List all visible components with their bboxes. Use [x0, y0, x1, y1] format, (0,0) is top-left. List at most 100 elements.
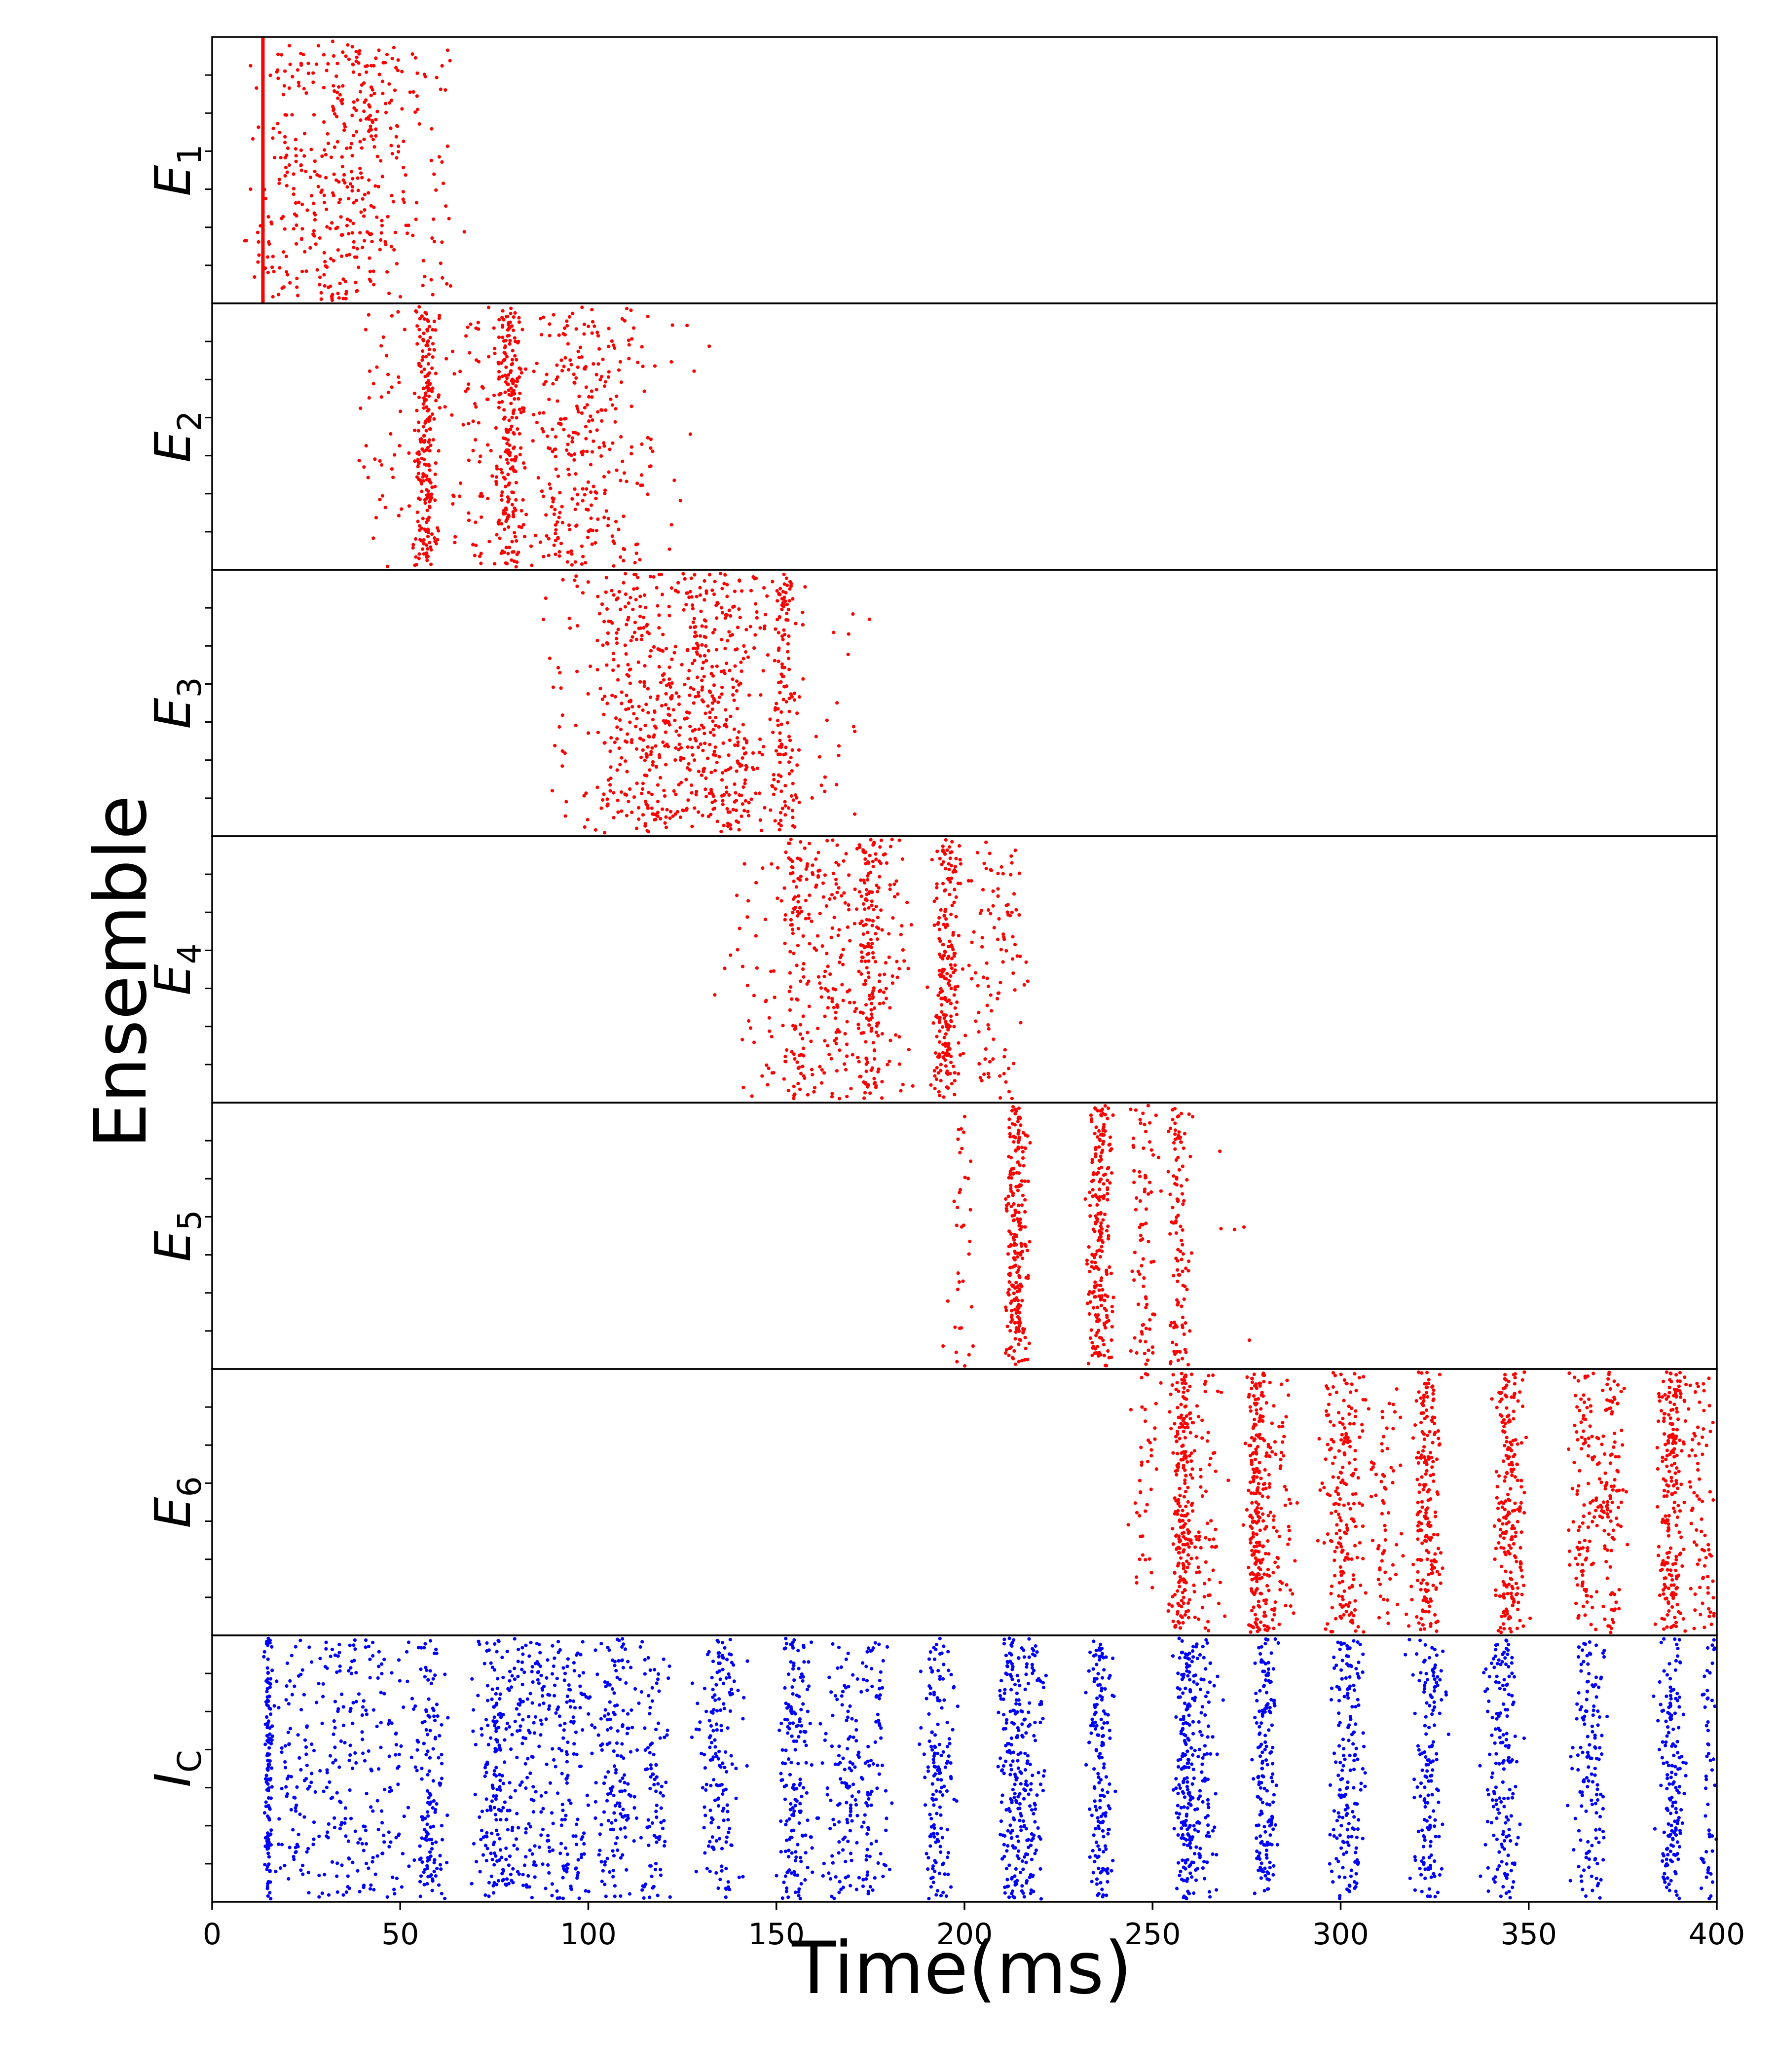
spike-dot	[374, 134, 378, 138]
spike-dot	[1262, 1624, 1266, 1628]
spike-dot	[619, 607, 623, 611]
spike-dot	[1254, 1508, 1258, 1512]
spike-dot	[856, 1023, 860, 1027]
spike-dot	[1250, 1578, 1254, 1582]
spike-dot	[624, 707, 628, 711]
spike-dot	[688, 693, 692, 697]
spike-dot	[629, 740, 633, 744]
spike-dot	[601, 798, 605, 802]
spike-dot	[1424, 1408, 1429, 1412]
spike-dot	[1186, 1616, 1191, 1620]
spike-dot	[332, 54, 336, 58]
spike-dot	[1152, 1313, 1157, 1317]
spike-dot	[688, 768, 692, 772]
spike-dot	[845, 1042, 849, 1046]
spike-dot	[1214, 1527, 1218, 1531]
spike-dot	[512, 431, 516, 435]
spike-dot	[271, 126, 275, 130]
spike-dot	[1099, 1221, 1103, 1225]
spike-dot	[1255, 1587, 1259, 1591]
spike-dot	[826, 989, 830, 993]
spike-dot	[882, 853, 886, 857]
spike-dot	[601, 643, 605, 647]
spike-dot	[390, 193, 394, 197]
spike-dot	[962, 1130, 965, 1134]
spike-dot	[1509, 1487, 1513, 1491]
spike-dot	[1415, 1478, 1419, 1481]
spike-dot	[823, 873, 827, 877]
spike-dot	[1380, 1449, 1384, 1453]
spike-dot	[589, 414, 592, 418]
spike-dot	[1189, 1538, 1193, 1542]
spike-dot	[429, 278, 433, 282]
spike-dot	[1288, 1537, 1292, 1541]
spike-dot	[1017, 1224, 1021, 1228]
spike-dot	[629, 405, 633, 408]
spike-dot	[1250, 1553, 1254, 1557]
spike-dot	[657, 573, 661, 577]
spike-dot	[551, 685, 555, 689]
spike-dot	[1168, 1324, 1173, 1328]
spike-dot	[649, 464, 653, 468]
spike-dot	[583, 493, 587, 497]
spike-dot	[1200, 1418, 1204, 1422]
spike-dot	[415, 71, 419, 75]
spike-dot	[407, 504, 411, 508]
spike-dot	[861, 932, 865, 936]
spike-dot	[829, 1057, 833, 1061]
spike-dot	[738, 762, 741, 766]
spike-dot	[1332, 1423, 1336, 1427]
spike-dot	[504, 365, 508, 369]
spike-dot	[1182, 1455, 1186, 1459]
spike-dot	[872, 1057, 877, 1061]
spike-dot	[1343, 1558, 1347, 1562]
spike-dot	[801, 934, 805, 938]
spike-dot	[1195, 1556, 1199, 1560]
spike-dot	[1021, 1331, 1025, 1335]
spike-dot	[804, 898, 808, 902]
spike-dot	[703, 711, 707, 715]
spike-dot	[1179, 1140, 1183, 1144]
spike-dot	[638, 614, 642, 618]
spike-dot	[1024, 960, 1028, 964]
spike-dot	[625, 694, 629, 698]
spike-dot	[575, 584, 579, 588]
spike-dot	[1133, 1336, 1137, 1340]
spike-dot	[554, 528, 558, 532]
spike-dot	[466, 325, 470, 329]
spike-dot	[1434, 1586, 1438, 1590]
spike-dot	[270, 265, 274, 269]
spike-dot	[943, 1058, 947, 1062]
spike-dot	[1437, 1443, 1441, 1447]
spike-dot	[1173, 1422, 1177, 1426]
spike-dot	[1177, 1537, 1181, 1541]
spike-dot	[1017, 1210, 1021, 1214]
spike-dot	[1110, 1304, 1114, 1309]
spike-dot	[940, 1010, 944, 1014]
spike-dot	[955, 1360, 959, 1364]
spike-dot	[951, 870, 955, 874]
spike-dot	[856, 1026, 860, 1031]
spike-dot	[329, 155, 333, 159]
spike-dot	[505, 458, 509, 462]
spike-dot	[863, 898, 867, 902]
spike-dot	[1425, 1391, 1429, 1395]
spike-dot	[733, 590, 737, 593]
spike-dot	[432, 172, 436, 176]
spike-dot	[731, 677, 735, 681]
spike-dot	[1173, 1107, 1177, 1110]
spike-dot	[822, 1071, 826, 1075]
spike-dot	[989, 912, 993, 916]
spike-dot	[902, 959, 906, 963]
spike-dot	[864, 1070, 868, 1073]
spike-dot	[423, 439, 427, 443]
spike-dot	[1433, 1552, 1437, 1556]
spike-dot	[1174, 1435, 1178, 1439]
spike-dot	[392, 248, 396, 252]
spike-dot	[935, 886, 939, 889]
spike-dot	[1422, 1399, 1426, 1403]
spike-dot	[1420, 1505, 1424, 1509]
spike-dot	[1010, 1097, 1014, 1101]
spike-dot	[1190, 1476, 1194, 1480]
spike-dot	[984, 840, 988, 844]
